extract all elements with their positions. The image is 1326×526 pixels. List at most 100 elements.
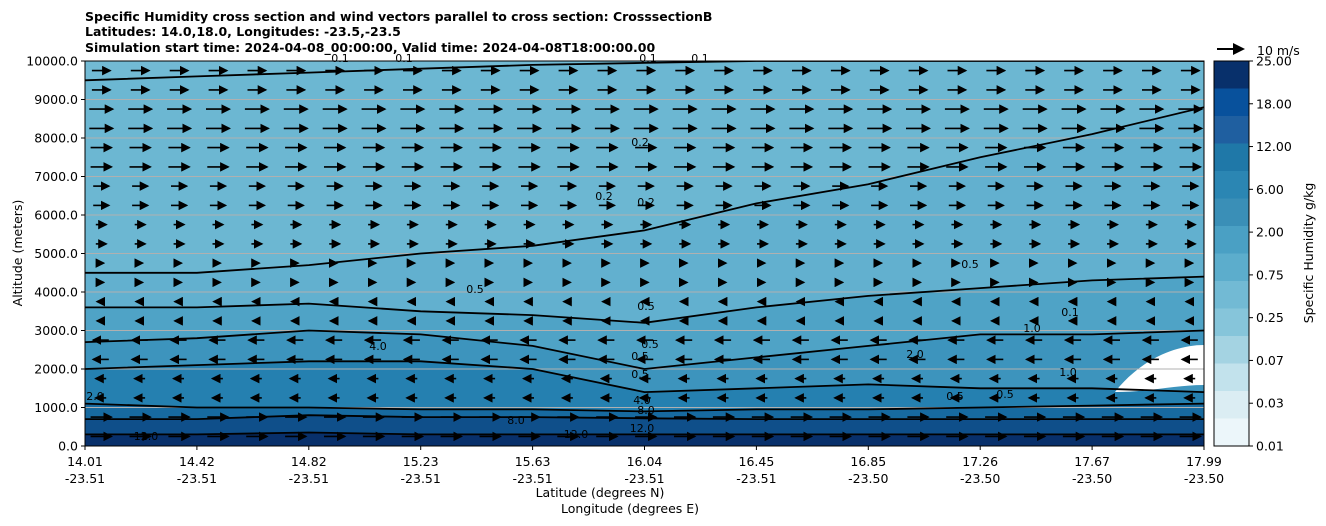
contour-label: 0.1: [395, 52, 413, 65]
y-tick-label: 10000.0: [26, 54, 78, 69]
contour-label: 0.1: [691, 52, 709, 65]
contour-label: 0.5: [641, 338, 659, 351]
x-tick-lat-label: 14.01: [67, 454, 103, 469]
x-tick-lon-label: -23.51: [65, 471, 105, 486]
x-tick-lon-label: -23.51: [177, 471, 217, 486]
x-axis-label-lat: Latitude (degrees N): [536, 485, 665, 500]
contour-4.0: [85, 402, 1204, 413]
contour-1.0: [85, 329, 1204, 370]
x-tick-lat-label: 16.45: [739, 454, 775, 469]
x-tick-lat-label: 14.42: [179, 454, 215, 469]
colorbar-band: [1214, 143, 1249, 172]
contour-label: 0.5: [637, 300, 655, 313]
x-tick-lon-label: -23.51: [624, 471, 664, 486]
colorbar-frame: [1213, 60, 1250, 447]
x-tick-lon-label: -23.50: [1072, 471, 1112, 486]
y-tick-label: 2000.0: [34, 362, 78, 377]
contour-2.0: [85, 360, 1204, 394]
contour-label: 1.0: [1059, 366, 1077, 379]
x-tick-lat-label: 17.99: [1186, 454, 1222, 469]
x-tick-lon-label: -23.50: [848, 471, 888, 486]
colorbar-tick-label: 2.00: [1256, 225, 1284, 240]
contour-0.2: [85, 106, 1204, 274]
x-tick-lon-label: -23.51: [736, 471, 776, 486]
contour-0.1: [85, 61, 1204, 82]
contour-label: 8.0: [637, 404, 655, 417]
contour-label: 2.0: [86, 390, 104, 403]
contour-8.0: [85, 414, 1204, 420]
contour-label: 0.1: [639, 52, 657, 65]
colorbar-tick-label: 12.00: [1256, 139, 1292, 154]
colorbar-band: [1214, 253, 1249, 282]
x-tick-lon-label: -23.50: [1184, 471, 1224, 486]
colorbar-tick-label: 0.25: [1256, 310, 1284, 325]
chart-title-line3: Simulation start time: 2024-04-08_00:00:…: [85, 40, 656, 55]
y-tick-label: 3000.0: [34, 323, 78, 338]
contour-label: 0.1: [1061, 306, 1079, 319]
contour-label: 0.5: [996, 388, 1014, 401]
y-tick-label: 1000.0: [34, 400, 78, 415]
x-tick-lon-label: -23.50: [960, 471, 1000, 486]
humidity-contours: [85, 61, 1204, 436]
x-tick-lat-label: 15.63: [515, 454, 551, 469]
colorbar-band: [1214, 116, 1249, 144]
contour-label: 12.0: [564, 428, 589, 441]
colorbar-band: [1214, 198, 1249, 227]
x-tick-lat-label: 16.04: [627, 454, 663, 469]
colorbar-band: [1214, 308, 1249, 337]
contour-label: 4.0: [369, 340, 387, 353]
colorbar-band: [1214, 226, 1249, 254]
colorbar: 25.00 18.00 12.00 6.00 2.00 0.75 0.25 0.07 0.03 0…: [1213, 54, 1292, 454]
colorbar-tick-label: 0.75: [1256, 267, 1284, 282]
contour-label: 0.5: [631, 368, 649, 381]
y-axis: 0.0 1000.0 2000.0 3000.0 4000.0 5000.0 6000.0 7…: [26, 54, 85, 454]
colorbar-band: [1214, 61, 1249, 89]
chart-title-line2: Latitudes: 14.0,18.0, Longitudes: -23.5,…: [85, 24, 401, 39]
contour-label: 0.1: [331, 52, 349, 65]
x-tick-lat-label: 14.82: [291, 454, 327, 469]
contour-label: 12.0: [630, 422, 655, 435]
y-tick-label: 8000.0: [34, 131, 78, 146]
colorbar-band: [1214, 391, 1249, 419]
y-axis-label: Altitude (meters): [10, 200, 25, 307]
colorbar-band: [1214, 171, 1249, 199]
contour-label: 0.5: [631, 350, 649, 363]
colorbar-band: [1214, 418, 1249, 447]
y-tick-label: 5000.0: [34, 246, 78, 261]
contour-label: 0.2: [637, 196, 655, 209]
colorbar-band: [1214, 336, 1249, 364]
contour-label: 2.0: [906, 348, 924, 361]
contour-label: 12.0: [134, 430, 159, 443]
contour-label: 4.0: [633, 394, 651, 407]
chart-title-line1: Specific Humidity cross section and wind…: [85, 9, 713, 24]
wind-key-label: 10 m/s: [1257, 43, 1300, 58]
x-tick-lon-label: -23.51: [289, 471, 329, 486]
contour-label: 0.2: [631, 136, 649, 149]
y-tick-label: 7000.0: [34, 169, 78, 184]
colorbar-label: Specific Humidity g/kg: [1301, 183, 1316, 324]
x-axis-label-lon: Longitude (degrees E): [561, 501, 699, 516]
y-tick-label: 6000.0: [34, 208, 78, 223]
x-tick-lon-label: -23.51: [512, 471, 552, 486]
wind-key: 10 m/s: [1217, 43, 1300, 58]
contour-label: 0.5: [961, 258, 979, 271]
x-tick-lon-label: -23.51: [401, 471, 441, 486]
contour-12.0: [85, 431, 1204, 436]
colorbar-tick-label: 0.07: [1256, 353, 1284, 368]
colorbar-tick-label: 25.00: [1256, 54, 1292, 69]
colorbar-tick-label: 0.03: [1256, 396, 1284, 411]
colorbar-tick-label: 0.01: [1256, 439, 1284, 454]
contour-label: 0.2: [595, 190, 613, 203]
contour-labels: 0.1 0.1 0.1 0.10.20.2 0.20.50.50.50.50.50.51…: [86, 52, 1079, 443]
y-tick-label: 4000.0: [34, 285, 78, 300]
contour-label: 0.5: [946, 390, 964, 403]
y-tick-label: 0.0: [58, 439, 78, 454]
x-tick-lat-label: 16.85: [850, 454, 886, 469]
x-tick-lat-label: 15.23: [403, 454, 439, 469]
colorbar-band: [1214, 88, 1249, 117]
contour-label: 8.0: [507, 414, 525, 427]
x-tick-lat-label: 17.26: [962, 454, 998, 469]
colorbar-tick-label: 6.00: [1256, 182, 1284, 197]
x-axis: 14.01 -23.51 14.42 -23.51 14.82 -23.51 15.23 -2…: [65, 446, 1224, 486]
